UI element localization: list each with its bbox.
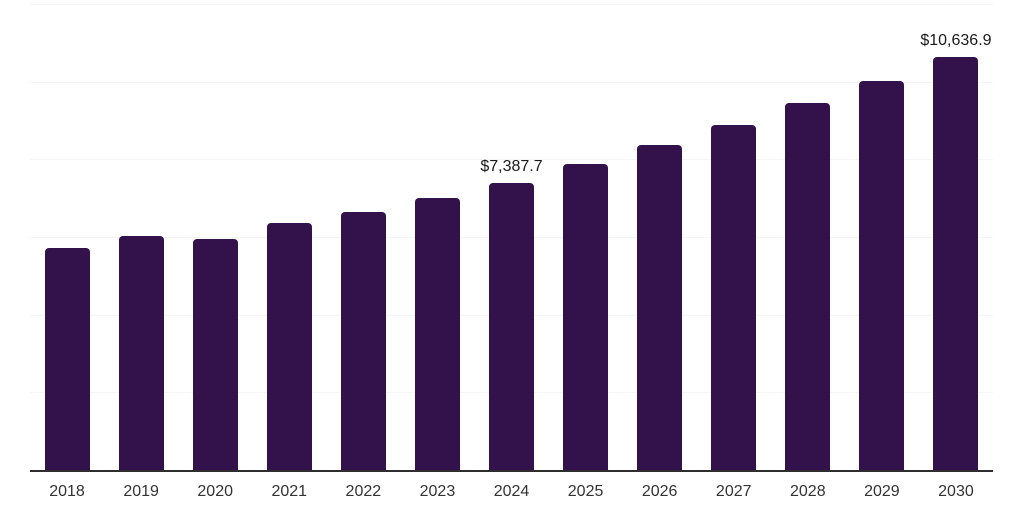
- gridline: [30, 81, 993, 83]
- x-tick-label-2018: 2018: [49, 483, 85, 500]
- data-label-2030: $10,636.9: [920, 31, 992, 49]
- bar-2025: [563, 164, 609, 470]
- x-tick-label-2020: 2020: [197, 483, 233, 500]
- bar-2027: [711, 125, 757, 470]
- x-tick-label-2026: 2026: [641, 483, 678, 500]
- x-axis-line: [30, 470, 993, 472]
- bar-2028: [785, 103, 831, 470]
- bar-2020: [192, 238, 238, 470]
- bar-2022: [340, 212, 386, 470]
- plot-area: $7,387.7 $10,636.9: [30, 4, 993, 472]
- bar-2030: [933, 56, 979, 470]
- bar-2021: [266, 223, 312, 470]
- bar-2023: [414, 198, 460, 470]
- bar-2024: [489, 183, 534, 470]
- x-tick-label-2030: 2030: [938, 483, 974, 500]
- x-tick-label-2029: 2029: [864, 483, 900, 500]
- x-tick-label-2021: 2021: [271, 483, 308, 500]
- bar-2018: [44, 247, 90, 470]
- gridline: [30, 159, 993, 161]
- bar-2019: [118, 236, 164, 470]
- x-tick-label-2027: 2027: [715, 483, 752, 500]
- gridline: [30, 4, 993, 5]
- x-tick-label-2028: 2028: [790, 483, 826, 500]
- x-tick-label-2025: 2025: [567, 483, 604, 500]
- x-tick-label-2024: 2024: [493, 483, 530, 500]
- bar-2026: [637, 144, 683, 470]
- x-tick-label-2023: 2023: [419, 483, 456, 500]
- x-tick-label-2022: 2022: [345, 483, 382, 500]
- data-label-2024: $7,387.7: [480, 158, 543, 176]
- x-tick-label-2019: 2019: [123, 483, 159, 500]
- bar-2029: [859, 80, 905, 470]
